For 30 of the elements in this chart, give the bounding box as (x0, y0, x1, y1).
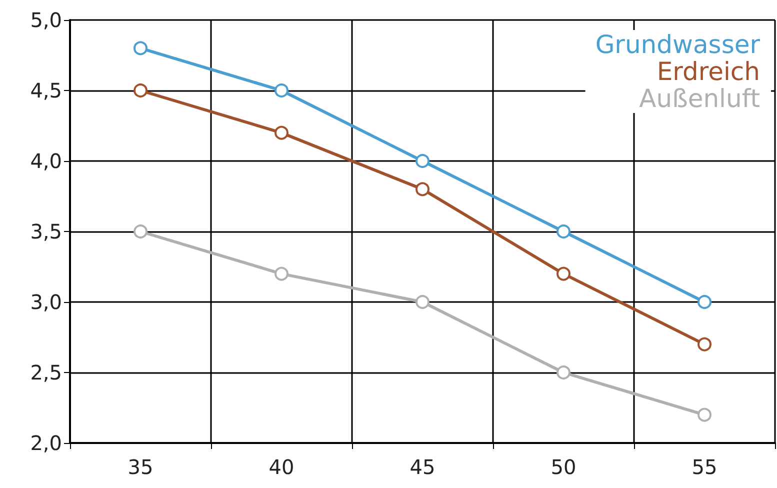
text: Erdreich (656, 57, 760, 86)
point (556, 266, 570, 281)
point (416, 154, 430, 168)
y-tick-label: 4,0 (30, 149, 62, 173)
point (698, 337, 712, 352)
y-tick-label: 5,0 (30, 8, 62, 32)
x-tick-label: 35 (128, 455, 154, 479)
point (556, 224, 570, 238)
x-tick-label: 40 (268, 455, 294, 479)
text: Außenluft (639, 84, 760, 113)
point (274, 126, 288, 140)
point (416, 295, 430, 309)
point (134, 224, 148, 238)
x-tick-label: 55 (692, 455, 718, 479)
x-tick-label: 45 (410, 455, 436, 479)
x-tick-label: 50 (550, 455, 576, 479)
point (274, 266, 288, 281)
point (698, 408, 712, 422)
y-tick-label: 2,0 (30, 431, 62, 455)
point (134, 41, 148, 56)
y-tick-label: 4,5 (30, 78, 62, 102)
point (416, 182, 430, 196)
point (698, 295, 712, 309)
point (134, 84, 148, 98)
text: Grundwasser (595, 30, 761, 59)
point (274, 84, 288, 98)
point (556, 366, 570, 380)
y-tick-label: 3,5 (30, 220, 62, 244)
y-tick-label: 3,0 (30, 290, 62, 314)
y-tick-label: 2,5 (30, 360, 62, 384)
